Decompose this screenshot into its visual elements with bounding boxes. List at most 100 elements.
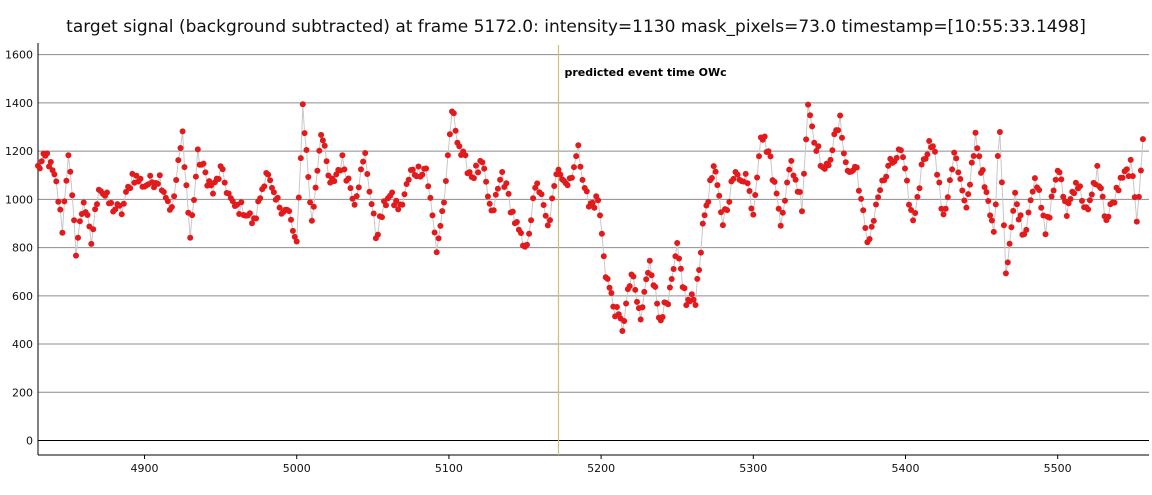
data-point <box>875 194 882 201</box>
data-point <box>985 198 992 204</box>
data-point <box>316 147 323 154</box>
data-point <box>419 171 426 178</box>
data-point <box>606 284 613 291</box>
data-point <box>955 169 962 176</box>
data-point <box>829 147 836 154</box>
data-point <box>870 217 877 224</box>
data-point <box>621 318 628 324</box>
data-point <box>1002 270 1009 277</box>
data-point <box>192 173 199 180</box>
data-point <box>1119 174 1126 181</box>
data-point <box>347 185 354 192</box>
y-tick-label: 1400 <box>5 97 33 110</box>
data-point <box>351 201 358 208</box>
data-point <box>976 153 983 160</box>
data-point <box>929 143 936 150</box>
data-point <box>1125 173 1132 180</box>
data-point <box>171 193 178 200</box>
data-point <box>442 178 449 184</box>
data-point <box>597 212 603 219</box>
data-point <box>807 112 814 119</box>
data-point <box>405 176 412 183</box>
data-point <box>389 189 396 196</box>
data-point <box>215 176 222 182</box>
data-point <box>1105 213 1112 220</box>
data-point <box>307 199 314 206</box>
event-marker-label: predicted event time OWc <box>564 66 726 79</box>
data-point <box>147 172 154 179</box>
data-point <box>528 217 535 224</box>
data-point <box>84 212 91 218</box>
data-point <box>249 220 255 227</box>
chart-title: target signal (background subtracted) at… <box>66 17 1086 37</box>
data-point <box>221 179 228 186</box>
data-point <box>981 184 988 191</box>
data-point <box>788 157 795 164</box>
data-point <box>893 154 900 161</box>
data-point <box>395 206 402 213</box>
data-point <box>267 177 274 184</box>
data-point <box>654 300 661 307</box>
x-tick-label: 5500 <box>1044 462 1072 475</box>
data-point <box>57 206 64 213</box>
series-points <box>35 101 1146 334</box>
y-tick-label: 1600 <box>5 49 33 62</box>
data-point <box>746 188 753 194</box>
data-point <box>497 176 504 183</box>
data-point <box>1077 183 1083 190</box>
data-point <box>293 238 300 245</box>
data-point <box>1056 169 1063 176</box>
data-point <box>840 150 847 157</box>
data-point <box>1036 187 1043 193</box>
data-point <box>475 169 482 176</box>
data-point <box>341 166 348 173</box>
data-point <box>270 189 277 196</box>
data-point <box>179 128 186 135</box>
data-point <box>65 152 72 159</box>
data-point <box>123 188 129 195</box>
data-point <box>564 182 571 189</box>
data-point <box>719 222 726 229</box>
data-point <box>524 241 530 248</box>
data-point <box>677 265 684 272</box>
data-point <box>530 195 537 202</box>
data-point <box>321 142 328 149</box>
data-point <box>301 130 308 137</box>
data-point <box>444 152 451 159</box>
data-point <box>775 205 782 212</box>
data-point <box>353 193 360 200</box>
data-point <box>446 131 453 138</box>
data-point <box>634 298 640 305</box>
data-point <box>714 182 721 189</box>
data-point <box>694 275 701 282</box>
data-point <box>608 290 615 296</box>
data-point <box>505 190 512 197</box>
data-point <box>957 176 964 182</box>
data-point <box>339 152 346 159</box>
data-point <box>547 217 553 224</box>
data-point <box>364 171 371 177</box>
data-point <box>970 153 977 159</box>
data-point <box>1139 136 1146 143</box>
data-point <box>295 194 302 201</box>
data-point <box>1023 226 1030 233</box>
x-tick-label: 5400 <box>891 462 919 475</box>
data-point <box>742 170 749 177</box>
data-point <box>779 209 786 216</box>
data-point <box>492 191 499 198</box>
data-point <box>549 195 556 202</box>
data-point <box>1060 193 1067 200</box>
data-point <box>842 159 849 166</box>
data-point <box>1010 207 1017 214</box>
data-point <box>427 194 434 201</box>
data-point <box>940 211 947 218</box>
data-point <box>210 190 216 197</box>
data-point <box>571 164 577 171</box>
data-point <box>813 148 820 154</box>
y-tick-label: 1000 <box>5 193 33 206</box>
data-point <box>710 163 717 170</box>
data-point <box>73 252 79 259</box>
data-point <box>946 177 953 184</box>
data-point <box>589 199 596 206</box>
data-point <box>777 222 784 229</box>
